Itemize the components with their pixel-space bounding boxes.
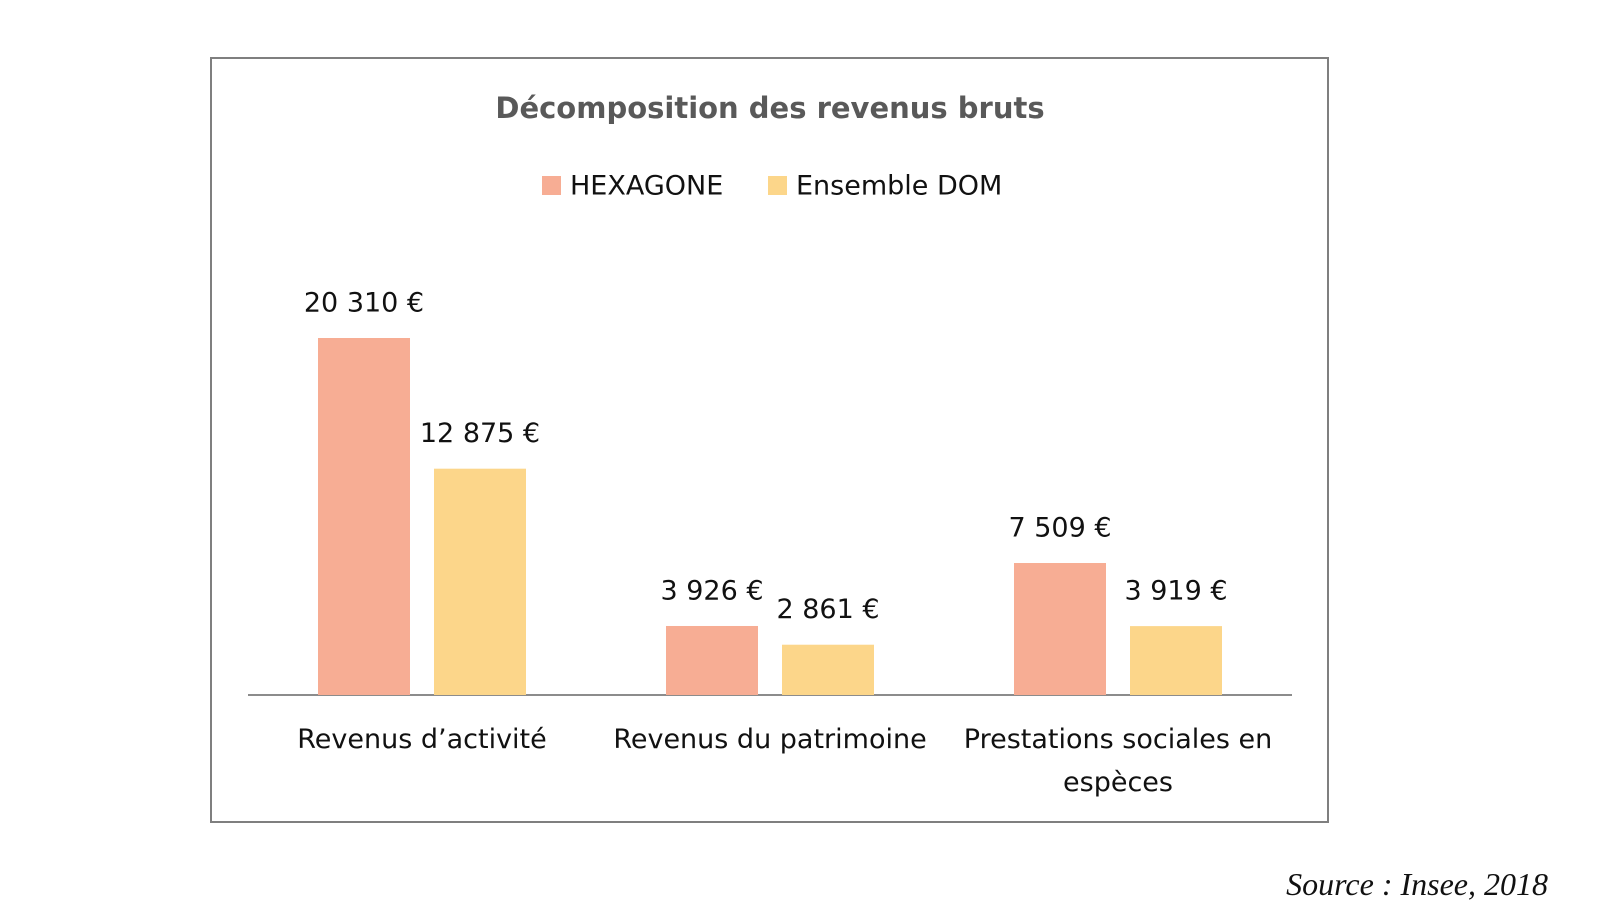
value-label: 12 875 € — [420, 418, 540, 449]
bar — [782, 644, 874, 695]
source-note: Source : Insee, 2018 — [1286, 866, 1548, 900]
bar — [434, 468, 526, 695]
legend-label: Ensemble DOM — [796, 171, 1002, 202]
bar — [318, 338, 410, 695]
category-label: Prestations sociales en espèces — [963, 724, 1273, 798]
legend-label: HEXAGONE — [570, 171, 723, 202]
value-label: 3 919 € — [1124, 576, 1227, 607]
value-label: 3 926 € — [660, 575, 763, 606]
legend-swatch — [768, 176, 787, 195]
bar — [1014, 563, 1106, 695]
value-label: 20 310 € — [304, 288, 424, 319]
category-label: Revenus d’activité — [297, 724, 547, 755]
legend-swatch — [542, 176, 561, 195]
chart-title: Décomposition des revenus bruts — [495, 91, 1044, 125]
value-label: 2 861 € — [776, 594, 879, 625]
bar — [1130, 626, 1222, 695]
value-label: 7 509 € — [1008, 513, 1111, 544]
bar — [666, 625, 758, 695]
category-label: Revenus du patrimoine — [613, 724, 927, 755]
